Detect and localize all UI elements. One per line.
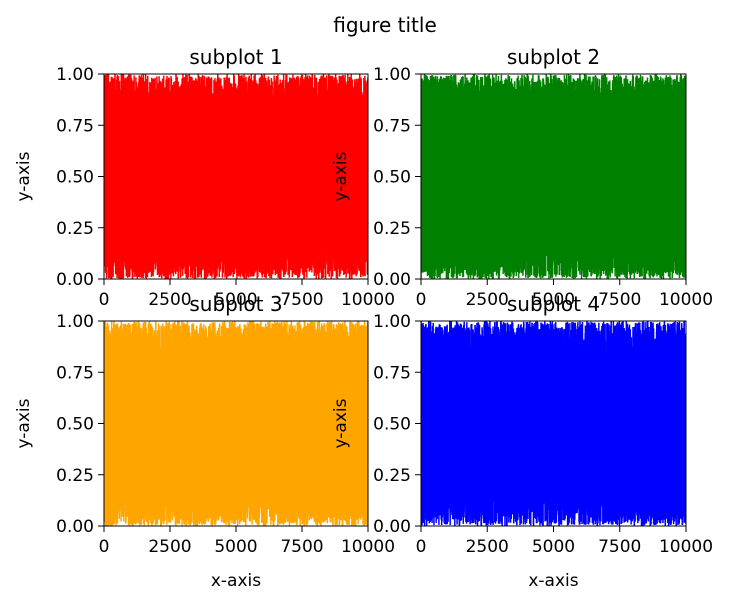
series-line xyxy=(104,321,368,526)
y-tick-label: 0.00 xyxy=(373,517,411,537)
y-tick-label: 0.75 xyxy=(56,363,94,383)
x-tick-label: 7500 xyxy=(280,290,323,310)
y-tick-label: 0.50 xyxy=(56,415,94,435)
y-tick-label: 0.50 xyxy=(56,168,94,188)
x-tick-label: 10000 xyxy=(341,537,395,557)
x-tick-label: 10000 xyxy=(659,537,713,557)
y-axis-label: y-axis xyxy=(331,151,351,201)
y-tick-label: 0.25 xyxy=(56,466,94,486)
y-tick-label: 0.00 xyxy=(56,517,94,537)
x-tick-label: 5000 xyxy=(532,537,575,557)
x-tick-label: 0 xyxy=(99,290,110,310)
y-tick-label: 0.25 xyxy=(373,219,411,239)
subplot-title: subplot 3 xyxy=(189,292,282,316)
y-tick-label: 1.00 xyxy=(373,65,411,85)
series-line xyxy=(421,321,686,526)
x-tick-label: 7500 xyxy=(598,290,641,310)
y-tick-label: 1.00 xyxy=(56,312,94,332)
y-tick-label: 0.50 xyxy=(373,168,411,188)
y-tick-label: 0.00 xyxy=(56,270,94,290)
x-tick-label: 0 xyxy=(416,537,427,557)
x-tick-label: 2500 xyxy=(466,290,509,310)
x-tick-label: 5000 xyxy=(532,290,575,310)
series-line xyxy=(104,74,368,279)
subplot-title: subplot 1 xyxy=(189,45,282,69)
y-tick-label: 0.50 xyxy=(373,415,411,435)
subplot-title: subplot 2 xyxy=(507,45,600,69)
x-tick-label: 2500 xyxy=(466,537,509,557)
y-tick-label: 1.00 xyxy=(56,65,94,85)
x-tick-label: 10000 xyxy=(659,290,713,310)
x-tick-label: 5000 xyxy=(214,290,257,310)
x-tick-label: 2500 xyxy=(148,290,191,310)
y-axis-label: y-axis xyxy=(14,151,34,201)
x-tick-label: 7500 xyxy=(598,537,641,557)
y-tick-label: 1.00 xyxy=(373,312,411,332)
figure-title: figure title xyxy=(333,13,437,37)
x-axis-label: x-axis xyxy=(528,571,578,591)
y-tick-label: 0.75 xyxy=(56,116,94,136)
subplot-2: 0 2500 5000 7500 100000.000.250.500.751.00su… xyxy=(331,45,713,310)
series-line xyxy=(421,74,686,279)
y-tick-label: 0.25 xyxy=(373,466,411,486)
x-tick-label: 0 xyxy=(416,290,427,310)
subplot-title: subplot 4 xyxy=(507,292,600,316)
x-tick-label: 10000 xyxy=(341,290,395,310)
subplot-1: 0 2500 5000 7500 10000 0.00 0.25 0.50 0.75 1.00 su… xyxy=(14,45,395,310)
y-axis-label: y-axis xyxy=(331,398,351,448)
x-axis-label: x-axis xyxy=(211,571,261,591)
y-axis-label: y-axis xyxy=(14,398,34,448)
y-tick-label: 0.75 xyxy=(373,363,411,383)
x-tick-label: 7500 xyxy=(280,537,323,557)
y-tick-label: 0.75 xyxy=(373,116,411,136)
y-tick-label: 0.25 xyxy=(56,219,94,239)
x-tick-label: 5000 xyxy=(214,537,257,557)
x-tick-label: 0 xyxy=(99,537,110,557)
x-tick-label: 2500 xyxy=(148,537,191,557)
subplot-4: 0 2500 5000 7500 100000.000.250.500.751.00su… xyxy=(331,292,713,591)
subplot-3: 0 2500 5000 7500 10000 0.00 0.25 0.50 0.75 1.00 su… xyxy=(14,292,395,591)
y-tick-label: 0.00 xyxy=(373,270,411,290)
